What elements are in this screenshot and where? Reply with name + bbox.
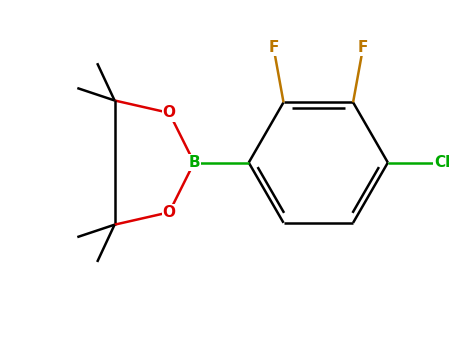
- Text: O: O: [163, 205, 176, 220]
- Text: B: B: [188, 155, 200, 170]
- Text: F: F: [268, 40, 279, 55]
- Text: Cl: Cl: [435, 155, 450, 170]
- Text: F: F: [358, 40, 368, 55]
- Text: O: O: [163, 105, 176, 120]
